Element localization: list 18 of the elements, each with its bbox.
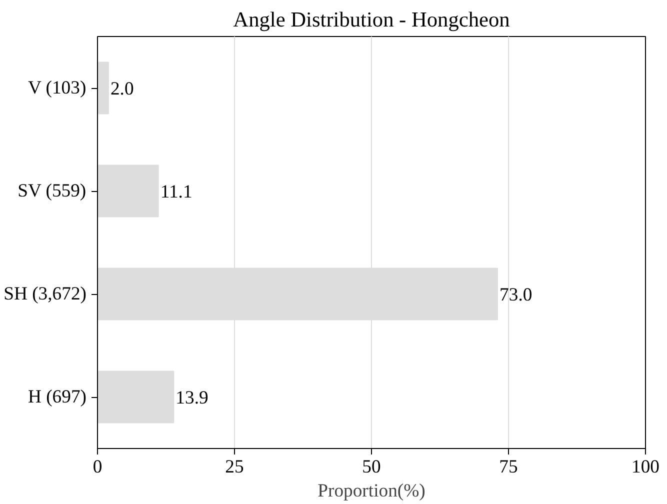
x-tick-label: 100 [632,456,660,478]
x-tick-label: 25 [225,456,244,478]
x-axis-title: Proportion(%) [318,480,426,502]
y-tick-label: V (103) [28,78,86,98]
y-tick-label: H (697) [28,386,86,408]
x-tick-label: 0 [92,456,102,478]
data-label: 2.0 [110,78,134,100]
y-tick-label: SV (559) [18,180,86,202]
data-label: 13.9 [176,388,208,408]
chart-title: Angle Distribution - Hongcheon [233,8,510,32]
data-label: 73.0 [500,284,532,306]
data-label: 11.1 [160,182,192,202]
x-tick-label: 75 [499,456,518,478]
y-tick-label: SH (3,672) [4,284,87,304]
x-tick-label: 50 [362,456,381,478]
bar [98,62,109,114]
bar [98,370,174,424]
bar [98,164,159,218]
